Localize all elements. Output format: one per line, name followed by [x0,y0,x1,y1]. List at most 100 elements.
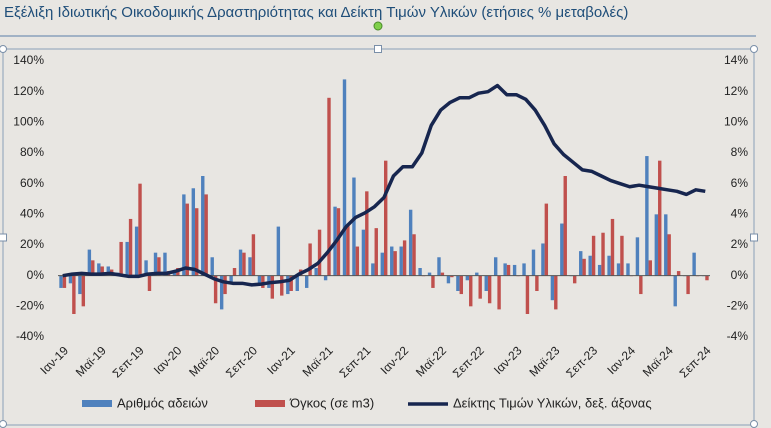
bar [456,275,460,291]
y2-tick-label: -2% [727,299,749,313]
y-tick-label: 40% [20,207,44,221]
bar [503,263,507,276]
bar [72,275,76,314]
bar [572,275,577,284]
y-tick-label: 20% [20,237,44,251]
bar [213,275,218,304]
bar [440,272,445,276]
bar [380,252,384,276]
bar [506,264,511,276]
bar [147,275,152,291]
bar [408,209,413,276]
x-tick-label: Ιαν-24 [604,343,638,377]
bar [620,235,624,276]
bar [106,266,110,276]
bar [68,275,73,284]
x-tick-label: Σεπ-21 [336,343,373,380]
bar [484,275,488,291]
bar [97,263,101,276]
bar [465,275,470,281]
bar [478,275,482,299]
bar [295,275,299,291]
x-tick-label: Σεπ-23 [563,343,600,380]
bar [153,252,158,276]
legend-label: Δείκτης Τιμών Υλικών, δεξ. άξονας [453,395,652,410]
rotate-handle[interactable] [373,21,383,31]
bar [201,176,205,276]
x-tick-label: Μαϊ-22 [413,343,449,379]
x-tick-label: Σεπ-19 [110,343,147,380]
bar [248,257,252,276]
bar [185,203,189,276]
bar [563,176,567,276]
bar [119,241,123,276]
bar [493,257,498,276]
x-tick-label: Σεπ-22 [450,343,487,380]
bar [355,246,360,276]
bar [645,156,649,276]
bar [610,218,615,276]
bar [305,275,309,288]
bar [261,275,265,288]
bar [59,275,63,288]
resize-handle[interactable] [750,420,758,428]
x-tick-label: Μαϊ-24 [640,343,676,379]
bar [219,275,224,310]
bar [138,183,142,276]
bar [327,97,331,276]
resize-handle[interactable] [750,45,758,53]
x-tick-label: Μαϊ-20 [186,343,222,379]
bar [582,258,586,276]
y-tick-label: -20% [16,299,44,313]
bar [437,257,441,276]
bar [365,191,369,276]
bar [450,275,454,278]
bar [100,266,104,276]
bar [251,234,256,276]
bar [607,255,611,276]
bar [270,275,275,299]
x-tick-label: Ιαν-22 [378,343,412,377]
y2-tick-label: 10% [724,115,748,129]
resize-handle[interactable] [0,420,7,428]
bar [676,271,681,276]
y2-tick-label: 4% [731,207,749,221]
bar [323,275,328,281]
x-tick-label: Ιαν-23 [491,343,525,377]
resize-handle[interactable] [750,233,758,242]
bar [626,263,630,276]
bar [667,234,671,276]
x-tick-label: Μαϊ-21 [300,343,336,379]
resize-handle[interactable] [0,233,7,242]
x-tick-label: Μαϊ-19 [73,343,109,379]
bar [390,246,394,276]
bar [588,255,592,276]
bar [371,263,375,276]
bar [560,223,564,276]
bar [648,260,652,276]
bar [402,240,407,276]
y2-tick-label: -4% [727,329,749,343]
legend-swatch [255,400,285,407]
bar [134,226,139,276]
resize-handle[interactable] [374,45,382,53]
bar [535,275,539,291]
bar [352,177,356,276]
bar [544,203,549,276]
bar [384,160,388,276]
bar [427,272,432,276]
bar [497,275,501,310]
bar [308,243,312,276]
x-tick-label: Σεπ-20 [223,343,260,380]
bar [673,275,677,307]
bar [705,275,709,281]
bar [554,275,558,310]
bar [374,228,378,276]
bar [317,229,322,276]
bar [531,249,536,276]
y-tick-label: 120% [13,84,44,98]
bar [144,260,148,276]
resize-handle[interactable] [0,45,7,53]
